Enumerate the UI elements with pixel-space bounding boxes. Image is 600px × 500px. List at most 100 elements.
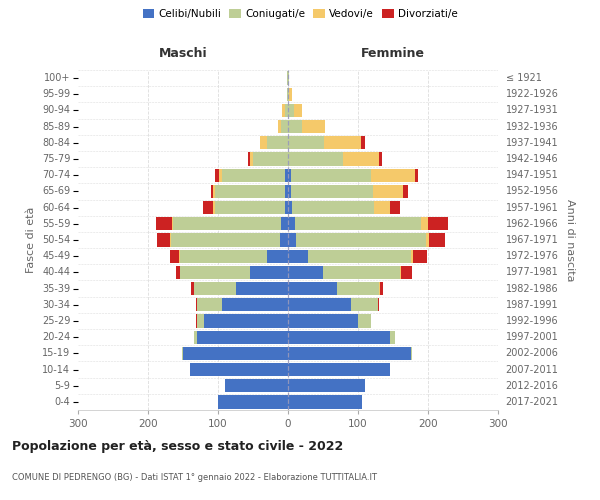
Bar: [380, 282, 383, 295]
Bar: [196, 298, 197, 312]
Bar: [389, 330, 395, 344]
Bar: [413, 250, 427, 263]
Bar: [371, 168, 415, 182]
Bar: [213, 201, 215, 214]
Bar: [197, 314, 204, 328]
Bar: [292, 201, 374, 214]
Bar: [288, 379, 365, 392]
Bar: [183, 346, 288, 360]
Text: Maschi: Maschi: [158, 48, 208, 60]
Bar: [293, 104, 302, 117]
Bar: [215, 201, 284, 214]
Bar: [401, 266, 412, 279]
Bar: [222, 168, 285, 182]
Bar: [285, 185, 288, 198]
Bar: [215, 185, 285, 198]
Bar: [283, 104, 284, 117]
Bar: [415, 168, 418, 182]
Bar: [235, 282, 288, 295]
Bar: [410, 346, 412, 360]
Bar: [225, 379, 288, 392]
Bar: [179, 266, 250, 279]
Bar: [289, 88, 292, 101]
Bar: [179, 250, 267, 263]
Bar: [253, 152, 288, 166]
Bar: [400, 266, 401, 279]
Bar: [176, 266, 179, 279]
Bar: [421, 217, 428, 230]
Bar: [308, 250, 411, 263]
Bar: [323, 266, 400, 279]
Bar: [267, 136, 288, 149]
Bar: [288, 217, 295, 230]
Bar: [361, 136, 365, 149]
Bar: [288, 234, 296, 246]
Bar: [358, 314, 371, 328]
Bar: [172, 217, 173, 230]
Bar: [288, 88, 289, 101]
Bar: [288, 201, 292, 214]
Bar: [250, 266, 288, 279]
Bar: [288, 120, 302, 134]
Bar: [170, 250, 179, 263]
Bar: [204, 314, 288, 328]
Bar: [288, 266, 323, 279]
Y-axis label: Fasce di età: Fasce di età: [26, 207, 37, 273]
Bar: [343, 152, 379, 166]
Bar: [221, 298, 288, 312]
Bar: [281, 120, 288, 134]
Bar: [291, 168, 371, 182]
Bar: [196, 314, 197, 328]
Bar: [211, 185, 213, 198]
Bar: [389, 201, 400, 214]
Bar: [284, 201, 288, 214]
Bar: [288, 330, 389, 344]
Bar: [287, 88, 288, 101]
Bar: [248, 152, 250, 166]
Bar: [215, 168, 218, 182]
Bar: [295, 217, 421, 230]
Bar: [403, 185, 409, 198]
Bar: [288, 314, 358, 328]
Bar: [288, 185, 291, 198]
Bar: [157, 234, 170, 246]
Bar: [191, 282, 193, 295]
Bar: [377, 298, 379, 312]
Bar: [428, 217, 448, 230]
Bar: [374, 201, 389, 214]
Bar: [197, 298, 221, 312]
Bar: [288, 152, 343, 166]
Text: Popolazione per età, sesso e stato civile - 2022: Popolazione per età, sesso e stato civil…: [12, 440, 343, 453]
Bar: [171, 234, 280, 246]
Bar: [250, 152, 253, 166]
Bar: [288, 298, 351, 312]
Bar: [296, 234, 426, 246]
Bar: [411, 250, 413, 263]
Bar: [218, 396, 288, 408]
Legend: Celibi/Nubili, Coniugati/e, Vedovi/e, Divorziati/e: Celibi/Nubili, Coniugati/e, Vedovi/e, Di…: [139, 5, 461, 24]
Bar: [288, 346, 410, 360]
Bar: [288, 72, 289, 85]
Bar: [284, 104, 288, 117]
Bar: [260, 136, 267, 149]
Bar: [288, 396, 361, 408]
Bar: [280, 234, 288, 246]
Bar: [288, 136, 325, 149]
Bar: [379, 152, 382, 166]
Bar: [373, 185, 403, 198]
Bar: [285, 168, 288, 182]
Bar: [197, 330, 288, 344]
Bar: [193, 282, 235, 295]
Bar: [379, 282, 380, 295]
Bar: [325, 136, 361, 149]
Text: COMUNE DI PEDRENGO (BG) - Dati ISTAT 1° gennaio 2022 - Elaborazione TUTTITALIA.I: COMUNE DI PEDRENGO (BG) - Dati ISTAT 1° …: [12, 472, 377, 482]
Bar: [157, 217, 172, 230]
Bar: [203, 201, 213, 214]
Bar: [213, 185, 215, 198]
Bar: [287, 72, 288, 85]
Bar: [173, 217, 281, 230]
Bar: [288, 282, 337, 295]
Bar: [430, 234, 445, 246]
Bar: [291, 185, 373, 198]
Bar: [190, 363, 288, 376]
